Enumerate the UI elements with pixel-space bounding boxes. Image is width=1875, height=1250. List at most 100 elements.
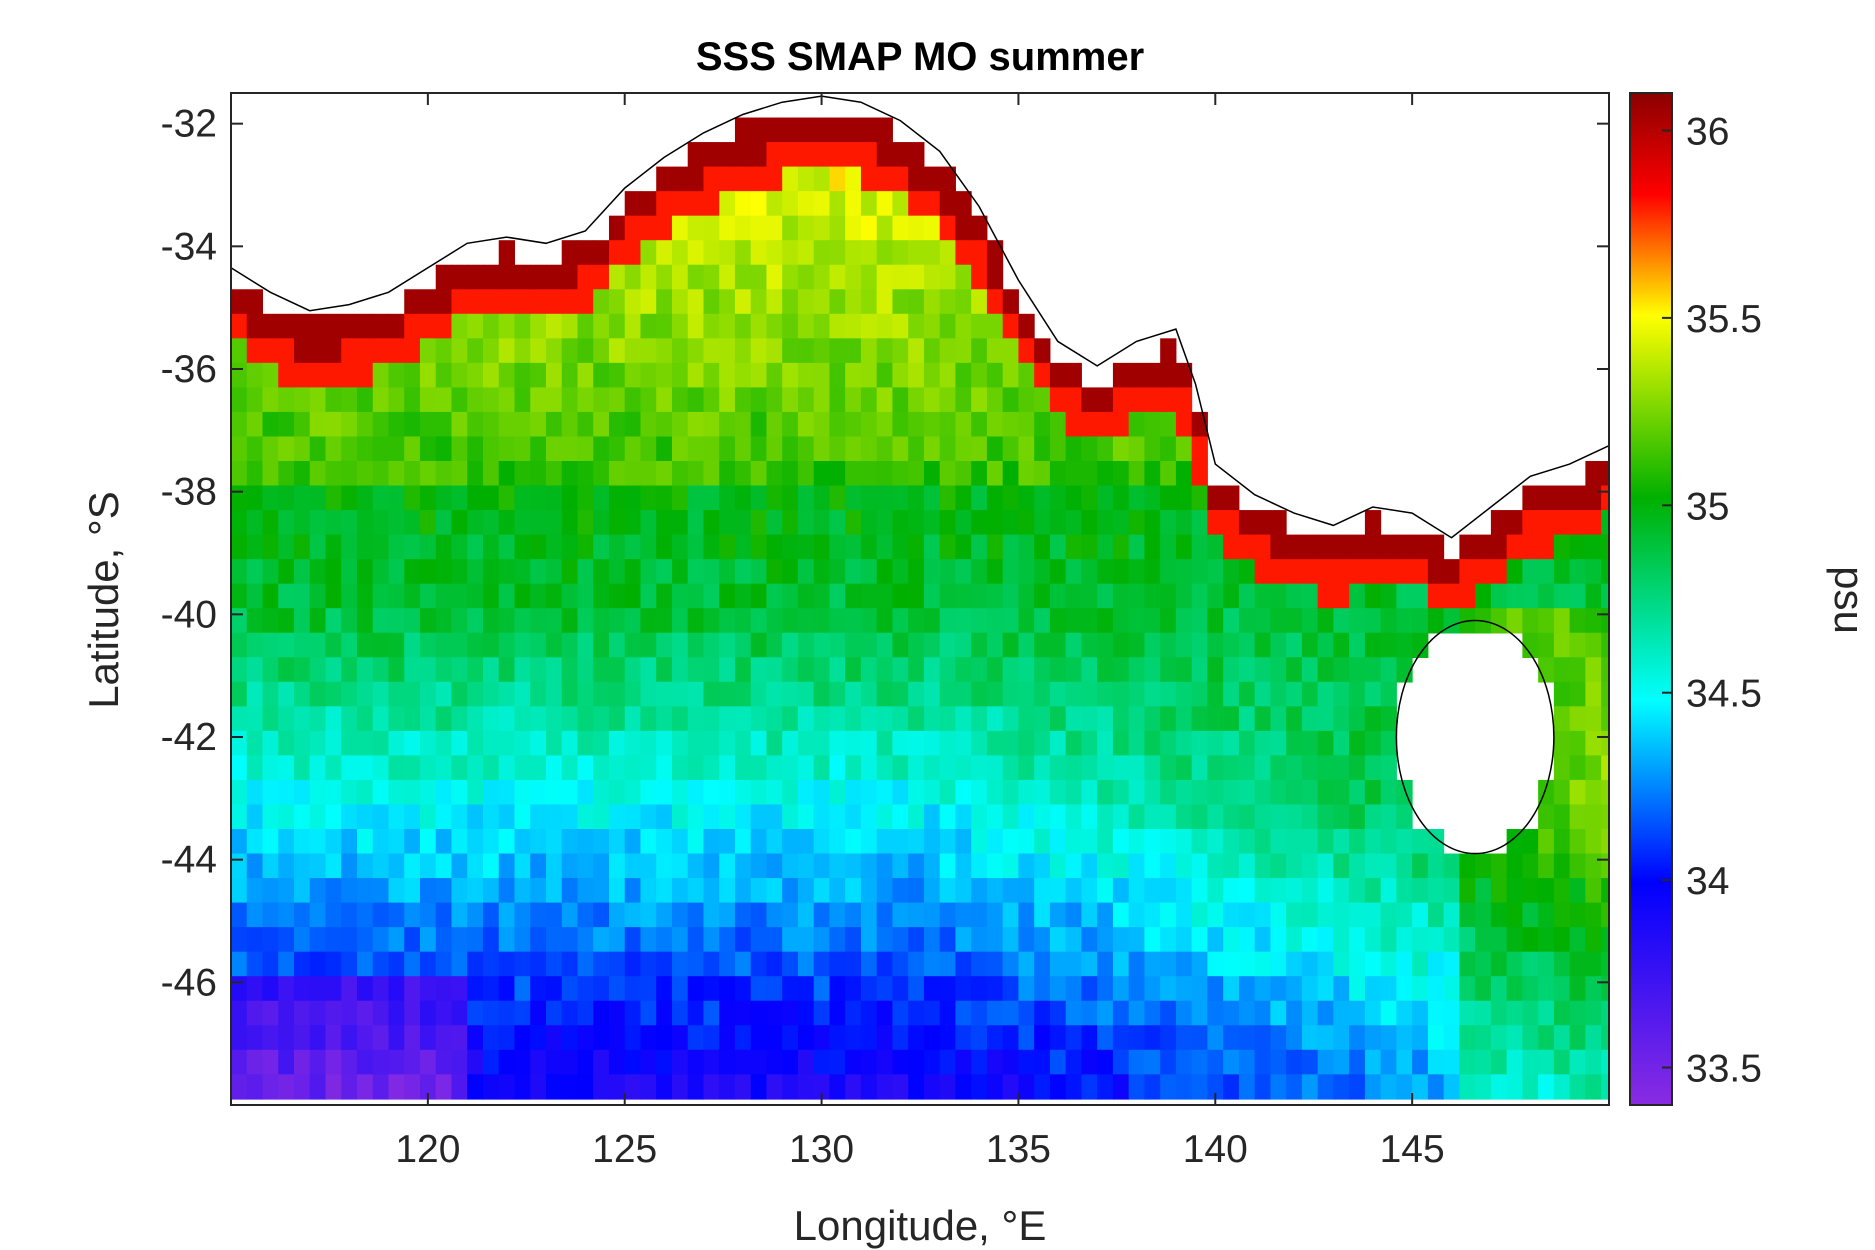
heat-cell (1538, 878, 1555, 904)
heat-cell (892, 534, 909, 560)
heat-cell (656, 510, 673, 536)
heat-cell (1585, 853, 1602, 879)
heat-cell (671, 1049, 689, 1076)
heat-cell (1364, 1025, 1382, 1051)
heat-cell (561, 338, 578, 364)
heat-cell (782, 338, 799, 364)
heat-cell (923, 1049, 941, 1076)
heat-cell (860, 240, 878, 266)
heat-cell (514, 632, 531, 659)
heat-cell (766, 338, 783, 364)
heat-cell (624, 510, 641, 536)
heat-cell (703, 1025, 720, 1051)
heat-cell (530, 632, 547, 659)
heat-cell (561, 559, 578, 585)
heat-cell (293, 313, 311, 340)
heat-cell (356, 583, 374, 609)
heat-cell (1270, 927, 1287, 953)
heat-cell (1049, 362, 1067, 389)
heat-cell (1412, 1074, 1429, 1100)
heat-cell (624, 779, 641, 806)
heat-cell (719, 608, 736, 634)
heat-cell (1553, 608, 1571, 634)
heat-cell (435, 779, 452, 806)
heat-cell (419, 583, 437, 609)
heat-cell (1569, 1000, 1586, 1027)
heat-cell (908, 240, 925, 266)
heat-cell (514, 559, 531, 585)
heat-cell (262, 411, 279, 438)
heat-cell (813, 191, 830, 217)
heat-cell (1569, 559, 1586, 585)
heat-cell (971, 1074, 988, 1100)
heat-cell (1081, 951, 1098, 977)
heat-cell (545, 902, 563, 928)
heat-cell (293, 681, 311, 708)
heat-cell (750, 1074, 767, 1100)
heat-cell (687, 166, 704, 192)
heat-cell (1569, 804, 1586, 830)
heat-cell (1522, 1074, 1539, 1100)
heat-cell (545, 608, 563, 634)
heat-cell (482, 878, 500, 904)
heat-cell (1207, 1025, 1224, 1051)
heat-cell (782, 1049, 799, 1076)
heat-cell (719, 313, 736, 340)
heat-cell (766, 191, 783, 217)
heat-cell (608, 902, 626, 928)
heat-cell (860, 755, 878, 781)
heat-cell (1270, 632, 1287, 659)
heat-cell (309, 829, 326, 855)
heat-cell (797, 804, 815, 830)
heat-cell (1065, 1074, 1082, 1100)
heat-cell (703, 927, 720, 953)
heat-cell (813, 1025, 830, 1051)
heat-cell (356, 878, 374, 904)
heat-cell (1191, 461, 1208, 487)
heat-cell (278, 853, 295, 879)
heat-cell (1585, 632, 1602, 659)
heat-cell (1002, 411, 1019, 438)
heat-cell (845, 461, 862, 487)
heat-cell (1506, 534, 1523, 560)
heat-cell (514, 1074, 531, 1100)
heat-cell (593, 1000, 610, 1027)
heat-cell (1364, 608, 1382, 634)
heat-cell (750, 215, 767, 241)
heat-cell (656, 338, 673, 364)
heat-cell (671, 436, 689, 462)
heat-cell (923, 976, 941, 1002)
heat-cell (986, 1025, 1004, 1051)
heat-cell (1034, 559, 1051, 585)
heat-cell (404, 755, 421, 781)
heat-cell (1065, 829, 1082, 855)
heat-cell (687, 387, 704, 413)
heat-cell (561, 804, 578, 830)
heat-cell (766, 976, 783, 1002)
heat-cell (309, 878, 326, 904)
heat-cell (1018, 730, 1035, 757)
heat-cell (561, 1049, 578, 1076)
heat-cell (1160, 902, 1177, 928)
heat-cell (750, 608, 767, 634)
heat-cell (1538, 583, 1555, 609)
heat-cell (1160, 485, 1177, 511)
heat-cell (435, 1000, 452, 1027)
heat-cell (656, 976, 673, 1002)
heat-cell (624, 730, 641, 757)
heat-cell (1034, 779, 1051, 806)
heat-cell (1427, 1074, 1445, 1100)
heat-cell (1254, 1025, 1271, 1051)
heat-cell (309, 755, 326, 781)
heat-cell (829, 191, 846, 217)
heat-cell (719, 387, 736, 413)
heat-cell (545, 338, 563, 364)
heat-cell (971, 951, 988, 977)
heat-cell (671, 976, 689, 1002)
heat-cell (593, 632, 610, 659)
heat-cell (640, 583, 657, 609)
heat-cell (1049, 583, 1067, 609)
heat-cell (1333, 779, 1350, 806)
heat-cell (608, 779, 626, 806)
heat-cell (908, 510, 925, 536)
